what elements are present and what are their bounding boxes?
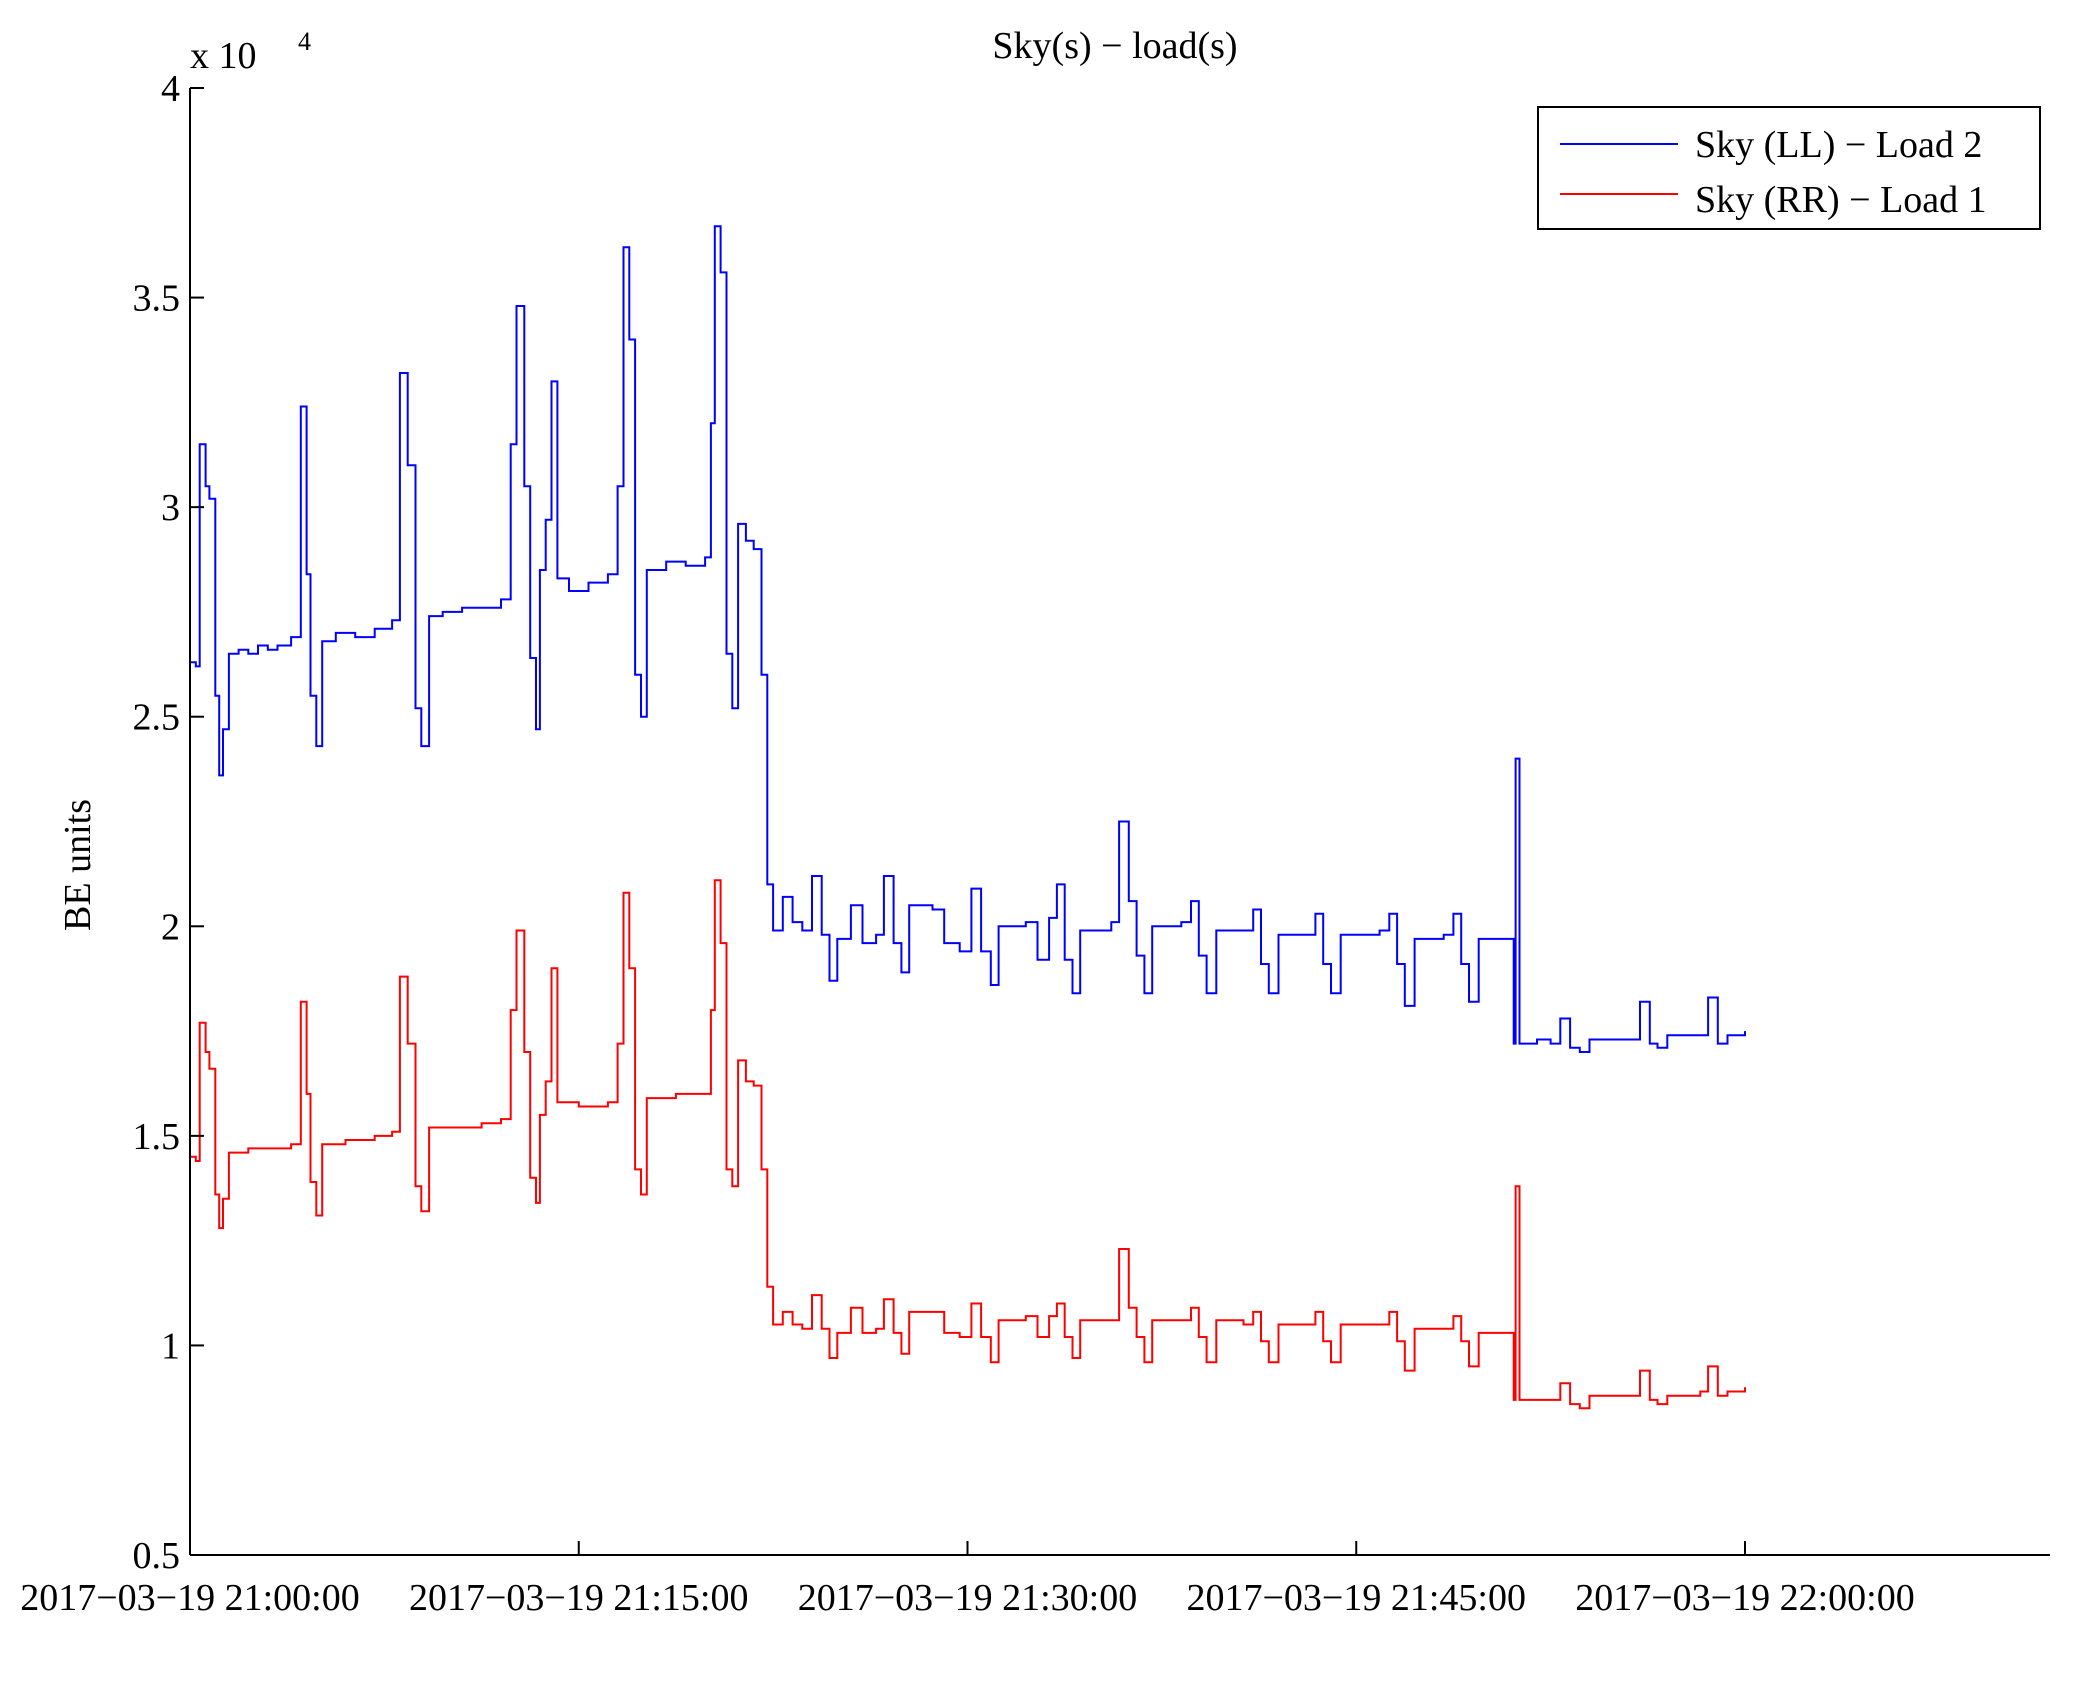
y-ticks: 0.5 1 1.5 2 2.5 3 3.5 4 (133, 68, 204, 1577)
axes (189, 88, 2050, 1556)
series-line-ll (190, 225, 1746, 1053)
chart-title: Sky(s) − load(s) (992, 25, 1237, 67)
series-line-rr (190, 879, 1746, 1410)
plot-lines (190, 225, 1746, 1410)
y-tick-label: 1.5 (133, 1116, 181, 1158)
y-multiplier: x 10 4 (190, 27, 311, 77)
x-ticks: 2017−03−19 21:00:00 2017−03−19 21:15:00 20… (20, 1541, 1915, 1619)
y-multiplier-base: x 10 (190, 35, 257, 77)
y-tick-label: 3 (161, 487, 180, 529)
y-multiplier-exponent: 4 (298, 27, 311, 56)
x-tick-label: 2017−03−19 21:30:00 (798, 1577, 1137, 1619)
x-tick-label: 2017−03−19 21:15:00 (409, 1577, 748, 1619)
y-tick-label: 0.5 (133, 1535, 181, 1577)
x-tick-label: 2017−03−19 21:00:00 (20, 1577, 359, 1619)
legend-label-rr: Sky (RR) − Load 1 (1695, 179, 1987, 221)
legend-label-ll: Sky (LL) − Load 2 (1695, 124, 1982, 166)
y-tick-label: 1 (161, 1325, 180, 1367)
legend-box (1537, 106, 2041, 230)
legend: Sky (LL) − Load 2 Sky (RR) − Load 1 (1537, 106, 2041, 230)
y-tick-label: 4 (161, 68, 180, 110)
y-tick-label: 2 (161, 906, 180, 948)
x-tick-label: 2017−03−19 22:00:00 (1575, 1577, 1914, 1619)
x-tick-label: 2017−03−19 21:45:00 (1187, 1577, 1526, 1619)
y-tick-label: 3.5 (133, 278, 181, 320)
y-tick-label: 2.5 (133, 697, 181, 739)
y-axis-label: BE units (57, 799, 99, 931)
